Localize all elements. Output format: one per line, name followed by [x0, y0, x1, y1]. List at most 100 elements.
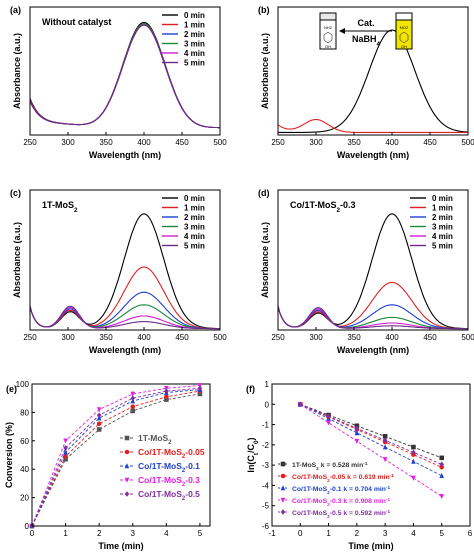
y-tick-label: 100: [16, 380, 30, 389]
series-line-0: [300, 403, 442, 459]
x-tick-label: 450: [175, 138, 189, 147]
legend-label: Co/1T-MoS2-0.3: [138, 475, 200, 488]
x-tick-label: 2: [355, 529, 360, 538]
x-tick-label: 350: [347, 333, 361, 342]
series-line-0-min: [277, 213, 468, 330]
x-tick-label: 1: [63, 529, 68, 538]
series-line-2: [300, 403, 442, 477]
y-tick-label: -6: [262, 522, 270, 531]
x-tick-label: 450: [175, 333, 189, 342]
plot-frame: [29, 189, 221, 331]
legend-label: 4 min: [184, 232, 205, 241]
y-tick-label: 1: [265, 380, 270, 389]
benzene-ring-icon: [399, 31, 409, 44]
benzene-ring-icon: [323, 31, 333, 44]
plot-frame: [277, 6, 469, 136]
plot-frame: [277, 189, 469, 331]
inset-title: Without catalyst: [42, 17, 111, 27]
data-point: [439, 461, 445, 468]
x-tick-label: 1: [326, 529, 331, 538]
data-point: [197, 391, 203, 397]
series-line-reactant: [278, 29, 469, 133]
x-tick-label: 0: [30, 529, 35, 538]
reagent-bottom: NaBH4: [352, 34, 381, 48]
panel-label: (b): [258, 5, 270, 15]
x-tick-label: 500: [213, 333, 227, 342]
x-tick-label: 400: [137, 138, 151, 147]
x-tick-label: 400: [137, 333, 151, 342]
y-axis-label: Absorbance (a.u.): [12, 222, 22, 298]
reactant-vial-label: NO2: [400, 25, 409, 30]
x-tick-label: 250: [23, 333, 37, 342]
legend-label: 1 min: [184, 204, 205, 213]
data-point: [382, 457, 388, 463]
panel-d: 250 300 350 400 450 500 Wavelength (nm) Absorba…: [258, 188, 474, 355]
y-tick-label: 0: [25, 522, 30, 531]
data-point: [354, 425, 360, 432]
legend-label: 5 min: [432, 242, 453, 251]
legend-marker: [280, 473, 286, 479]
data-point: [63, 438, 68, 444]
data-point: [130, 404, 136, 410]
y-tick-label: 80: [20, 408, 29, 417]
y-tick-label: 60: [20, 437, 29, 446]
data-point: [164, 388, 169, 394]
legend-label: 0 min: [184, 11, 205, 20]
legend-label: 3 min: [184, 223, 205, 232]
legend-marker: [280, 509, 286, 515]
x-axis-label: Wavelength (nm): [337, 345, 409, 355]
legend-marker: [124, 491, 130, 497]
x-tick-label: 300: [309, 333, 323, 342]
panel-label: (e): [6, 384, 17, 394]
legend-label: 1T-MoS2 k = 0.528 min-1: [292, 461, 368, 472]
legend-label: 1 min: [432, 204, 453, 213]
panel-label: (a): [10, 5, 21, 15]
series-line-1-min: [277, 281, 468, 330]
y-tick-label: -1: [262, 421, 270, 430]
legend-label: 5 min: [184, 242, 205, 251]
x-tick-label: 300: [61, 333, 75, 342]
data-point: [439, 472, 445, 478]
y-tick-label: 20: [20, 494, 29, 503]
panel-f: -1 0 1 2 3 4 5 6 1 0 -1 -2 -3 -4 -5 -6 Time (min) ln(Ct/C…: [246, 380, 473, 551]
data-point: [382, 437, 388, 444]
y-tick-label: -2: [262, 441, 270, 450]
series-line-3: [300, 403, 442, 497]
legend-label: 5 min: [184, 59, 205, 68]
plot-frame: [29, 6, 221, 136]
series-line-0-min: [29, 213, 220, 330]
arrow-head-icon: [339, 28, 345, 34]
plot-frame: [271, 383, 471, 527]
inset-title: 1T-MoS2: [42, 200, 78, 214]
x-tick-label: 500: [461, 333, 474, 342]
legend-label: 3 min: [184, 40, 205, 49]
x-tick-label: 500: [213, 138, 227, 147]
data-point: [439, 494, 445, 500]
data-point: [130, 408, 136, 414]
panel-label: (d): [258, 188, 270, 198]
x-axis-label: Wavelength (nm): [337, 150, 409, 160]
y-tick-label: 0: [265, 400, 270, 409]
series-line-3: [31, 384, 200, 527]
y-tick-label: -3: [262, 461, 270, 470]
series-line-1: [31, 390, 200, 527]
y-axis-label: ln(Ct/C0): [246, 437, 260, 472]
x-axis-label: Wavelength (nm): [89, 345, 161, 355]
series-line-product: [277, 118, 468, 133]
legend-label: Co/1T-MoS2-0.05: [138, 447, 205, 460]
x-tick-label: 300: [309, 138, 323, 147]
reactant-vial-cap: [395, 12, 413, 21]
x-tick-label: 400: [385, 138, 399, 147]
product-vial-cap: [319, 12, 337, 21]
panel-b: 250 300 350 400 450 500 Wavelength (nm) Absorba…: [258, 5, 474, 160]
legend-marker: [124, 477, 130, 483]
legend-label: Co/1T-MoS2-0.5 k = 0.592 min-1: [292, 509, 390, 520]
x-tick-label: 4: [164, 529, 169, 538]
data-point: [411, 475, 416, 481]
x-tick-label: 3: [383, 529, 388, 538]
x-axis-label: Time (min): [348, 541, 393, 551]
data-point: [354, 438, 360, 445]
legend-label: 4 min: [432, 232, 453, 241]
y-axis-label: Absorbance (a.u.): [12, 33, 22, 109]
